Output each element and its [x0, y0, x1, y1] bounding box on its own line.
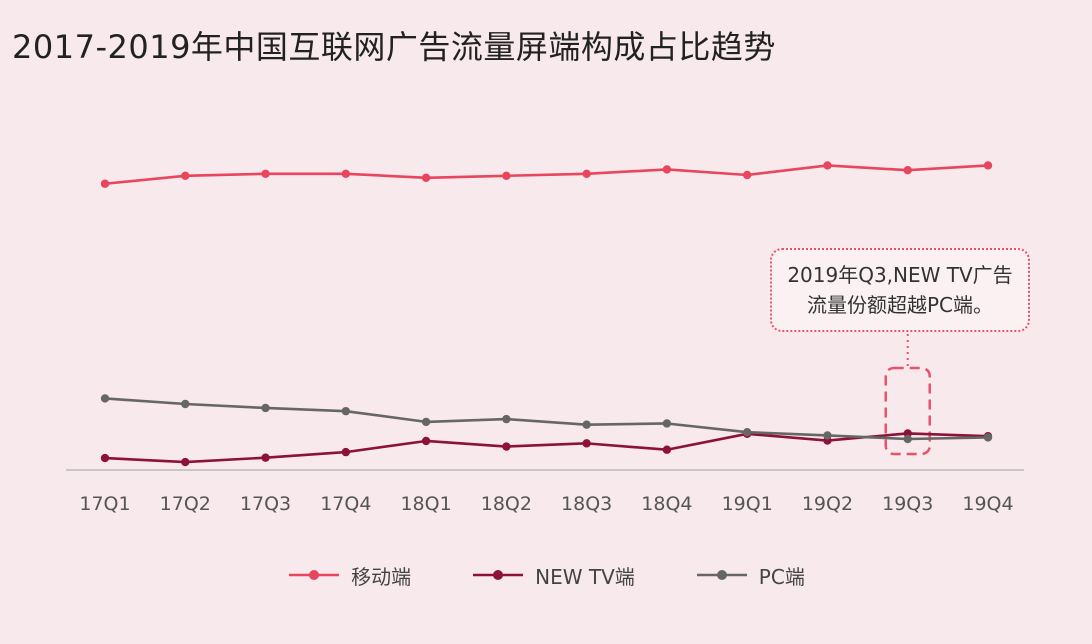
mobile-point [662, 165, 672, 174]
newtv-point [582, 439, 591, 448]
pc-point [903, 434, 912, 444]
legend-label: 移动端 [351, 564, 412, 589]
pc-point [421, 417, 431, 427]
newtv-point [421, 436, 431, 446]
newtv-point [502, 442, 511, 451]
newtv-line [104, 432, 989, 464]
pc-point [823, 431, 832, 440]
highlight-box [884, 366, 931, 456]
x-tick-label: 18Q3 [561, 493, 612, 515]
newtv-point [341, 447, 351, 457]
mobile-point [421, 173, 431, 182]
legend-label: NEW TV端 [535, 564, 635, 589]
pc-point [261, 403, 270, 413]
x-tick-label: 19Q3 [882, 493, 933, 515]
mobile-point [742, 170, 752, 180]
legend-label: PC端 [758, 564, 805, 589]
mobile-point [903, 166, 912, 175]
mobile-point [502, 171, 511, 180]
x-tick-label: 18Q2 [481, 493, 532, 515]
x-tick-label: 17Q4 [320, 493, 371, 515]
x-tick-label: 18Q4 [641, 493, 692, 515]
pc-point [742, 428, 752, 437]
mobile-point [582, 169, 591, 178]
newtv-point [662, 445, 672, 454]
mobile-point [100, 179, 110, 188]
pc-point [341, 406, 351, 416]
mobile-point [983, 161, 993, 170]
chart-title: 2017-2019年中国互联网广告流量屏端构成占比趋势 [12, 28, 776, 66]
mobile-point [261, 169, 270, 178]
legend-item-mobile: 移动端 [287, 560, 411, 590]
mobile-line [104, 164, 989, 186]
x-tick-label: 19Q2 [802, 493, 853, 515]
pc-point [181, 399, 190, 409]
newtv-point [181, 457, 190, 467]
pc-point [582, 420, 591, 429]
legend-swatch [696, 570, 747, 580]
annotation-line-2: 流量份额超越PC端。 [806, 293, 994, 317]
legend-swatch [289, 570, 340, 580]
mobile-point [823, 161, 832, 170]
legend-item-pc: PC端 [695, 560, 805, 590]
pc-point [502, 414, 511, 424]
chart-legend: 移动端 NEW TV端 PC端 [0, 560, 1092, 590]
pc-point [662, 419, 672, 428]
x-tick-label: 19Q1 [722, 493, 773, 515]
x-tick-label: 17Q2 [160, 493, 211, 515]
x-tick-label: 17Q1 [79, 493, 130, 515]
pc-line [104, 397, 989, 441]
annotation-callout: 2019年Q3,NEW TV广告 流量份额超越PC端。 [770, 248, 1030, 332]
x-tick-label: 19Q4 [962, 493, 1013, 515]
legend-swatch [473, 570, 524, 580]
mobile-point [181, 171, 190, 180]
x-tick-label: 17Q3 [240, 493, 291, 515]
legend-item-newtv: NEW TV端 [471, 560, 635, 590]
newtv-point [100, 453, 110, 463]
annotation-line-1: 2019年Q3,NEW TV广告 [787, 263, 1013, 287]
mobile-point [341, 169, 351, 178]
pc-point [983, 433, 993, 442]
x-tick-label: 18Q1 [400, 493, 451, 515]
newtv-point [261, 453, 270, 462]
pc-point [100, 394, 110, 403]
